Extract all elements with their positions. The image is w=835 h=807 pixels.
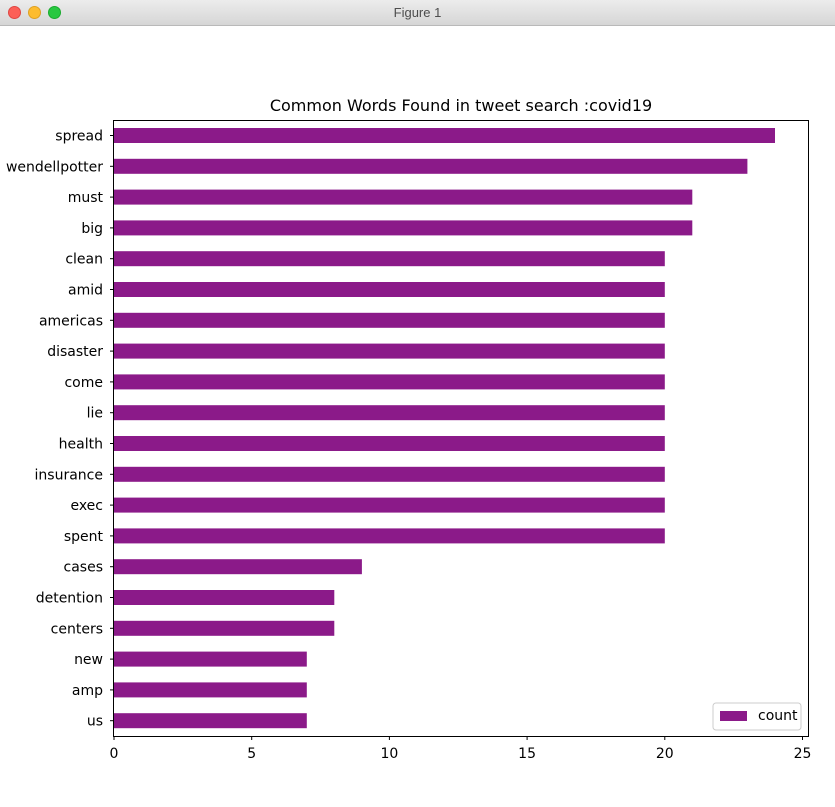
bar-exec: [114, 497, 665, 513]
bar-disaster: [114, 343, 665, 359]
bar-must: [114, 189, 693, 205]
window-title: Figure 1: [393, 5, 442, 20]
legend: count: [712, 702, 802, 731]
y-tick-label: disaster: [47, 344, 103, 360]
x-tick-label: 5: [247, 746, 256, 762]
figure-canvas: Common Words Found in tweet search :covi…: [0, 26, 835, 803]
bar-insurance: [114, 466, 665, 482]
y-tick-label: health: [59, 437, 103, 453]
bar-spent: [114, 528, 665, 544]
y-tick-label: exec: [70, 498, 103, 514]
y-tick-label: wendellpotter: [6, 159, 103, 175]
legend-label: count: [758, 708, 798, 724]
y-tick-label: insurance: [35, 467, 103, 483]
x-tick-label: 10: [380, 746, 398, 762]
x-tick-label: 0: [110, 746, 119, 762]
y-tick-label: lie: [87, 406, 103, 422]
bar-centers: [114, 620, 335, 636]
y-tick-label: centers: [51, 621, 103, 637]
y-tick-label: come: [64, 375, 103, 391]
bar-spread: [114, 128, 775, 143]
y-tick-label: amp: [72, 683, 103, 699]
bar-americas: [114, 312, 665, 328]
bars-layer: [114, 128, 775, 729]
y-tick-label: cases: [64, 560, 103, 576]
bar-us: [114, 713, 307, 729]
y-tick-label: new: [74, 652, 103, 668]
title-bar[interactable]: Figure 1: [0, 0, 835, 26]
x-axis-ticks: 0 5 10 15 20 25: [110, 736, 812, 762]
bar-cases: [114, 559, 362, 575]
legend-swatch: [720, 711, 747, 721]
y-tick-label: americas: [39, 313, 103, 329]
bar-health: [114, 436, 665, 451]
bar-lie: [114, 405, 665, 421]
x-tick-label: 25: [794, 746, 812, 762]
plot-frame: [113, 120, 809, 737]
bar-amid: [114, 282, 665, 297]
y-tick-label: spread: [55, 129, 103, 145]
y-axis-ticks: spread wendellpotter must big clean amid ameri…: [6, 129, 114, 730]
bar-clean: [114, 251, 665, 267]
bar-amp: [114, 682, 307, 698]
x-tick-label: 20: [656, 746, 674, 762]
bar-wendellpotter: [114, 158, 748, 174]
minimize-button[interactable]: [28, 6, 41, 19]
y-tick-label: us: [87, 714, 103, 730]
bar-big: [114, 220, 693, 236]
y-tick-label: must: [68, 190, 104, 206]
y-tick-label: amid: [68, 283, 103, 299]
chart-title: Common Words Found in tweet search :covi…: [270, 96, 652, 115]
bar-new: [114, 651, 307, 667]
y-tick-label: clean: [65, 252, 103, 268]
zoom-button[interactable]: [48, 6, 61, 19]
bar-come: [114, 374, 665, 390]
close-button[interactable]: [8, 6, 21, 19]
bar-chart: Common Words Found in tweet search :covi…: [6, 96, 812, 762]
bar-detention: [114, 590, 335, 605]
y-tick-label: spent: [64, 529, 104, 545]
y-tick-label: big: [81, 221, 103, 237]
y-tick-label: detention: [36, 591, 103, 607]
legend-box: [712, 702, 802, 731]
x-tick-label: 15: [518, 746, 536, 762]
